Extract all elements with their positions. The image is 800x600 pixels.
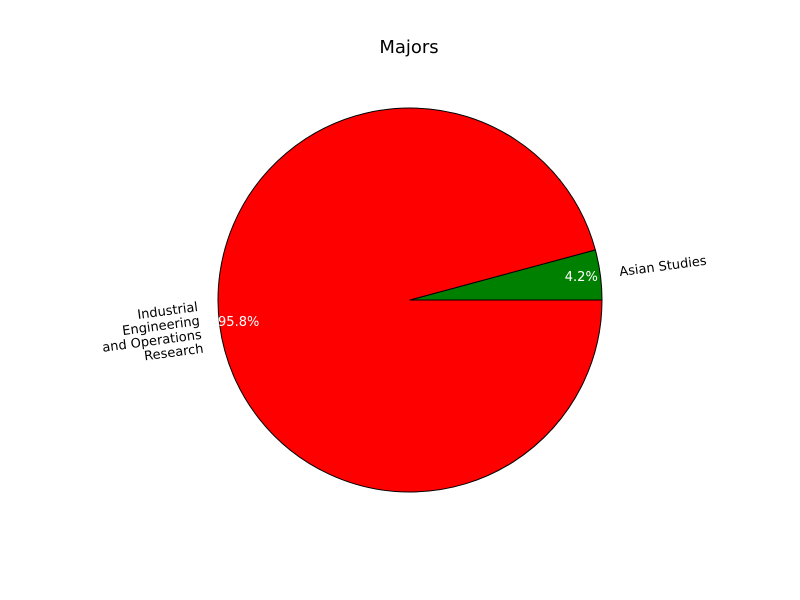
pie-slices <box>217 107 603 493</box>
svg-text:IndustrialEngineeringand Opera: IndustrialEngineeringand OperationsResea… <box>98 300 205 370</box>
slice-percent-label: 95.8% <box>218 315 259 330</box>
pie-slice <box>217 107 603 493</box>
slice-percent-label: 4.2% <box>565 270 598 285</box>
svg-text:Asian Studies: Asian Studies <box>618 254 707 280</box>
chart-title: Majors <box>379 37 438 58</box>
slice-category-label: IndustrialEngineeringand OperationsResea… <box>98 300 205 370</box>
slice-category-label: Asian Studies <box>618 254 707 280</box>
